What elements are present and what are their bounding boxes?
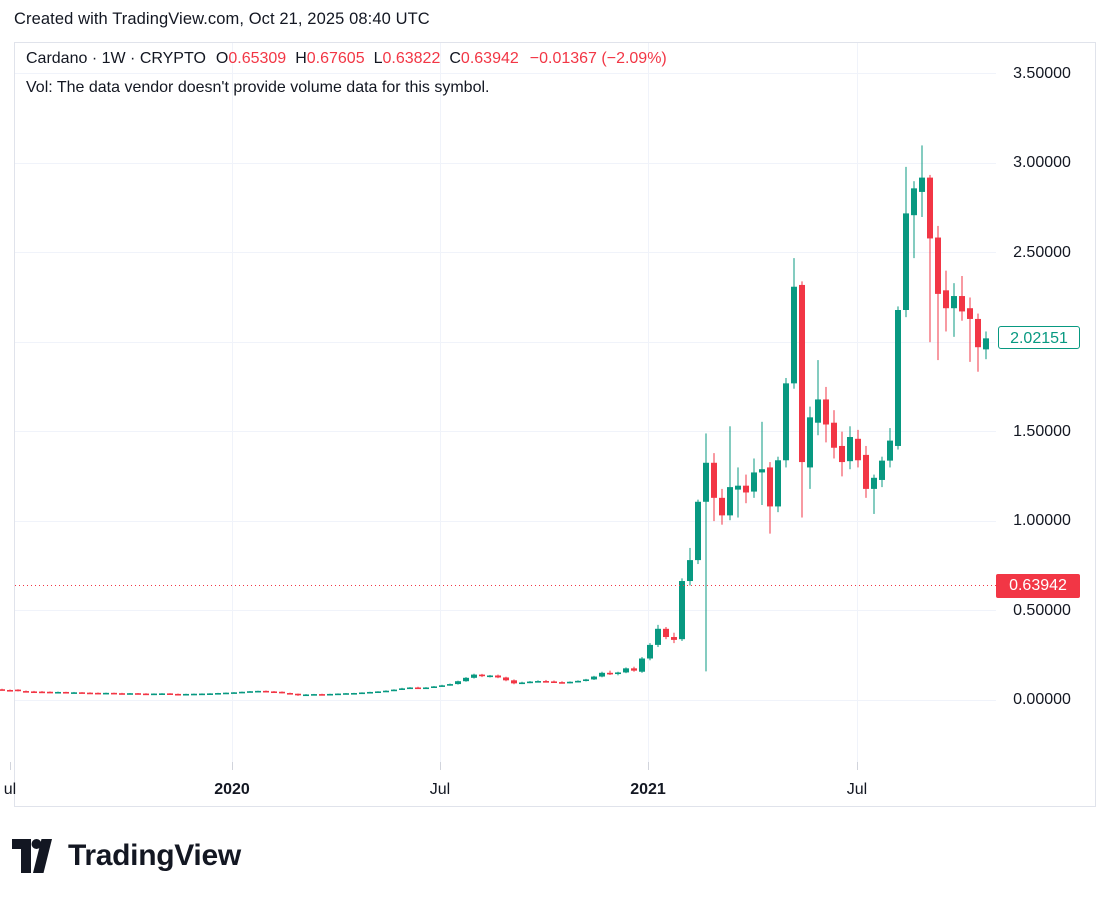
chart-border-right [1095, 42, 1096, 807]
time-label: 2020 [214, 781, 250, 798]
time-tick [232, 762, 233, 770]
v-gridline [232, 43, 233, 770]
price-label: 3.50000 [1013, 64, 1071, 82]
current-price-badge: 0.63942 [996, 574, 1080, 598]
ohlc-item: H0.67605 [295, 50, 365, 67]
tradingview-logo-icon [12, 839, 52, 873]
volume-note: Vol: The data vendor doesn't provide vol… [26, 79, 490, 96]
symbol-legend[interactable]: Cardano · 1W · CRYPTO O0.65309 H0.67605 L0.… [26, 50, 667, 68]
snapshot-title: Created with TradingView.com, Oct 21, 20… [14, 10, 430, 28]
ohlc-item: O0.65309 [215, 50, 287, 67]
h-gridline [15, 341, 996, 343]
v-gridline [648, 43, 649, 770]
h-gridline [15, 431, 996, 433]
time-label: ul [3, 781, 17, 798]
last-price-badge: 2.02151 [998, 326, 1080, 349]
candlestick-chart[interactable] [0, 42, 996, 775]
time-tick [10, 762, 11, 770]
h-gridline [15, 699, 996, 701]
h-gridline [15, 520, 996, 522]
time-tick [648, 762, 649, 770]
tradingview-logo-text: TradingView [68, 839, 241, 872]
price-label: 1.00000 [1013, 512, 1071, 530]
ohlc-item: L0.63822 [373, 50, 441, 67]
price-label: 2.50000 [1013, 243, 1071, 261]
time-tick [440, 762, 441, 770]
time-tick [857, 762, 858, 770]
h-gridline [15, 73, 996, 75]
change-value: −0.01367 (−2.09%) [529, 50, 667, 67]
time-label: Jul [846, 781, 868, 798]
price-label: 1.50000 [1013, 422, 1071, 440]
price-label: 0.00000 [1013, 691, 1071, 708]
symbol-name: Cardano · 1W · CRYPTO [26, 50, 206, 67]
price-label: 3.00000 [1013, 154, 1071, 172]
current-price-dotted-line [15, 585, 996, 586]
price-label: 0.50000 [1013, 601, 1071, 619]
chart-border-left [14, 42, 15, 807]
chart-border-top [14, 42, 1096, 43]
v-gridline [857, 43, 858, 770]
ohlc-item: C0.63942 [449, 50, 519, 67]
chart-border-bottom [14, 806, 1096, 807]
h-gridline [15, 252, 996, 254]
time-label: Jul [429, 781, 451, 798]
time-label: 2021 [630, 781, 666, 798]
ohlc-values: O0.65309 H0.67605 L0.63822 C0.63942 [216, 50, 528, 67]
h-gridline [15, 610, 996, 612]
h-gridline [15, 162, 996, 164]
v-gridline [440, 43, 441, 770]
tradingview-logo[interactable]: TradingView [12, 836, 241, 876]
